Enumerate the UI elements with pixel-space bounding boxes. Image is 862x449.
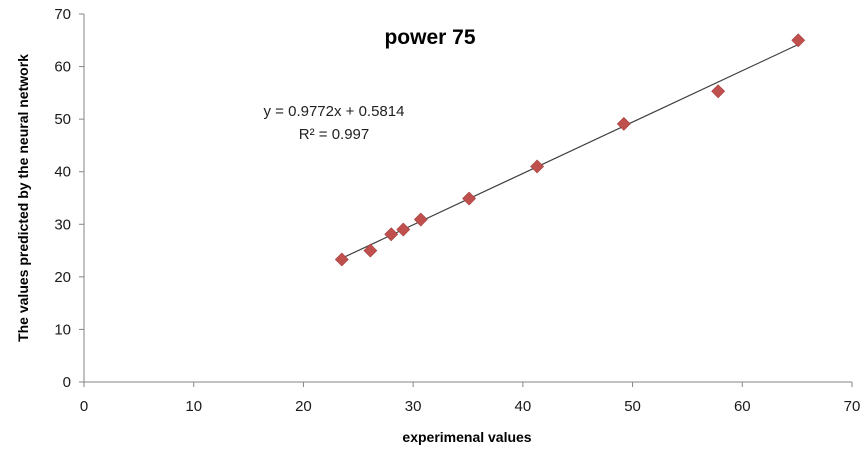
y-tick-label: 70 — [54, 6, 71, 23]
x-tick-label: 60 — [734, 398, 751, 415]
data-point — [413, 212, 428, 227]
chart-title: power 75 — [384, 26, 475, 49]
data-point — [384, 227, 399, 242]
r-squared-label: R² = 0.997 — [299, 126, 369, 143]
x-tick-label: 0 — [80, 398, 88, 415]
trendline — [341, 43, 799, 259]
x-tick-label: 20 — [295, 398, 312, 415]
data-point — [396, 222, 411, 237]
y-tick-label: 30 — [54, 216, 71, 233]
data-point — [616, 116, 631, 131]
x-tick-label: 10 — [185, 398, 202, 415]
data-point — [462, 191, 477, 206]
x-axis-title: experimenal values — [402, 429, 531, 445]
y-tick-label: 50 — [54, 111, 71, 128]
axes — [83, 14, 852, 383]
data-point — [530, 159, 545, 174]
y-tick-label: 40 — [54, 164, 71, 181]
data-point — [363, 243, 378, 258]
y-tick-label: 20 — [54, 269, 71, 286]
trendline-equation: y = 0.9772x + 0.5814 — [264, 103, 405, 120]
x-tick-label: 50 — [624, 398, 641, 415]
data-points — [334, 33, 806, 267]
y-tick-label: 0 — [63, 374, 71, 391]
trendline-group — [341, 43, 799, 259]
ticks: 0 10 20 30 40 50 60 70 0 10 20 30 40 50 60 70 — [54, 6, 860, 415]
x-tick-label: 40 — [515, 398, 532, 415]
y-tick-label: 60 — [54, 59, 71, 76]
y-axis-title: The values predicted by the neural netwo… — [15, 54, 31, 342]
x-tick-label: 70 — [844, 398, 861, 415]
x-tick-label: 30 — [405, 398, 422, 415]
data-point — [791, 33, 806, 48]
y-tick-label: 10 — [54, 321, 71, 338]
data-point — [334, 252, 349, 267]
data-point — [711, 84, 726, 99]
